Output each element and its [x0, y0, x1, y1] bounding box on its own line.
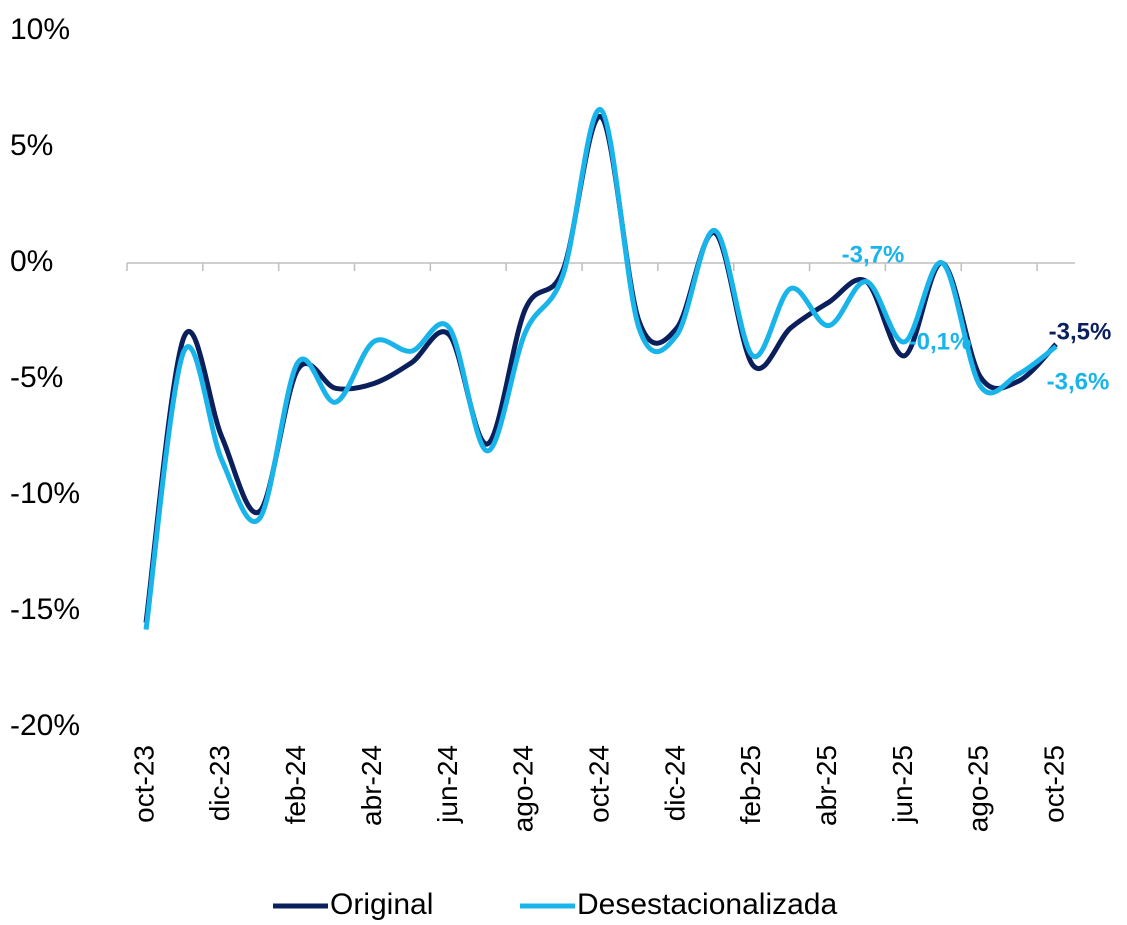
annotation: -3,7% — [842, 241, 905, 268]
y-tick-label: -5% — [10, 361, 63, 394]
line-series — [143, 114, 1058, 623]
y-tick-label: 5% — [10, 129, 53, 162]
x-tick-label: oct-25 — [1038, 745, 1069, 823]
y-tick-label: -15% — [10, 593, 80, 626]
x-tick-label: jun-25 — [887, 745, 918, 824]
x-tick-label: feb-24 — [280, 745, 311, 824]
legend-label: Desestacionalizada — [577, 888, 837, 921]
x-tick-label: dic-23 — [204, 745, 235, 821]
annotation: -0,1% — [909, 328, 972, 355]
legend-label: Original — [330, 888, 433, 921]
x-tick-label: feb-25 — [735, 745, 766, 824]
data-label: -3,5% — [1049, 318, 1112, 345]
x-tick-label: ago-24 — [508, 745, 539, 832]
x-tick-label: abr-24 — [356, 745, 387, 826]
x-tick-label: oct-23 — [128, 745, 159, 823]
x-tick-label: abr-25 — [811, 745, 842, 826]
y-tick-label: 0% — [10, 245, 53, 278]
x-tick-label: oct-24 — [583, 745, 614, 823]
line-series — [143, 107, 1058, 630]
y-tick-label: -10% — [10, 477, 80, 510]
x-tick-label: dic-24 — [659, 745, 690, 821]
x-tick-label: jun-24 — [432, 745, 463, 824]
x-tick-label: ago-25 — [963, 745, 994, 832]
data-label: -3,6% — [1047, 368, 1110, 395]
y-tick-label: -20% — [10, 709, 80, 742]
y-tick-label: 10% — [10, 13, 70, 46]
